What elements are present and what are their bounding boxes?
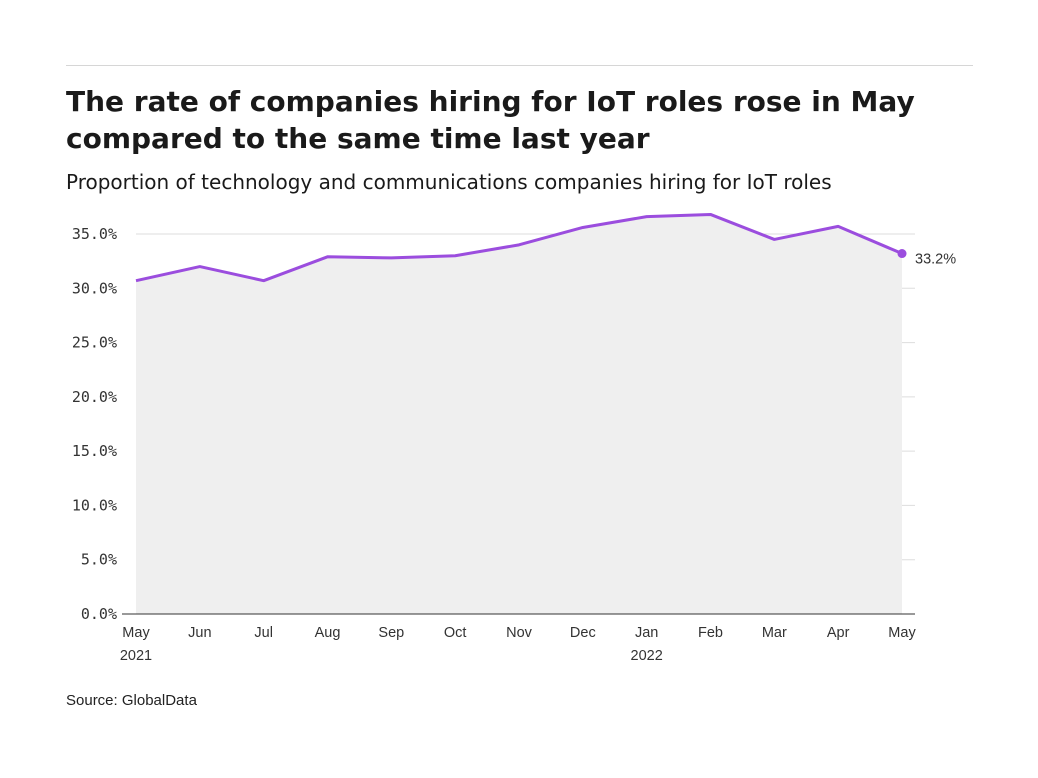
x-tick-label: Jul [254, 625, 273, 641]
y-tick-label: 25.0% [72, 334, 117, 352]
chart-title: The rate of companies hiring for IoT rol… [66, 85, 915, 155]
x-tick-label: May [888, 625, 916, 641]
x-tick-label: Nov [506, 625, 533, 641]
x-tick-label: Oct [444, 625, 467, 641]
y-axis-tick-labels: 0.0% 5.0% 10.0% 15.0% 20.0% 25.0% 30.0% 35.0% [72, 225, 117, 623]
y-tick-label: 30.0% [72, 279, 117, 297]
x-tick-label: Feb [698, 625, 723, 641]
y-tick-label: 0.0% [81, 605, 117, 623]
y-tick-label: 35.0% [72, 225, 117, 243]
data-points [897, 249, 907, 259]
source-note: Source: GlobalData [66, 692, 197, 709]
x-tick-label: Dec [570, 625, 596, 641]
x-tick-label: Apr [827, 625, 850, 641]
top-rule [66, 65, 973, 66]
x-tick-label: Sep [378, 625, 404, 641]
x-tick-label: Mar [762, 625, 787, 641]
x-tick-year-label: 2022 [631, 648, 663, 664]
x-tick-year-label: 2021 [120, 648, 152, 664]
x-tick-label: Jun [188, 625, 211, 641]
y-tick-label: 5.0% [81, 551, 117, 569]
series-line [135, 212, 903, 283]
x-tick-label: Jan [635, 625, 658, 641]
y-tick-label: 10.0% [72, 496, 117, 514]
x-tick-label: May [122, 625, 150, 641]
chart-subtitle: Proportion of technology and communicati… [66, 170, 832, 194]
data-point [897, 249, 907, 259]
end-value-label: 33.2% [915, 252, 956, 268]
x-tick-label: Aug [315, 625, 341, 641]
y-tick-label: 15.0% [72, 442, 117, 460]
area-fill [136, 214, 902, 614]
line-chart: 0.0% 5.0% 10.0% 15.0% 20.0% 25.0% 30.0% 35.0% M… [72, 212, 956, 664]
x-axis-tick-labels: May 2021 Jun Jul Aug Sep Oct Nov Dec Jan 2022 Feb Ma… [120, 625, 917, 664]
y-tick-label: 20.0% [72, 388, 117, 406]
